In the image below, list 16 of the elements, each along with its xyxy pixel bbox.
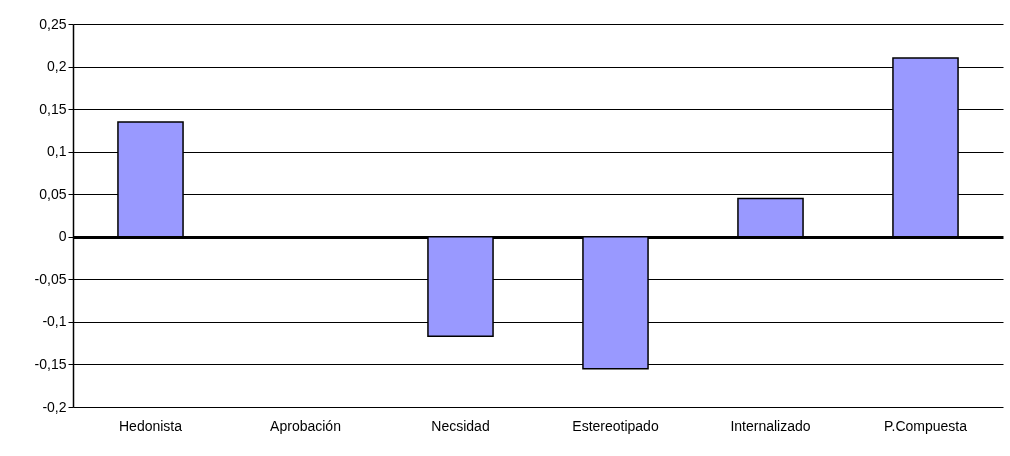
y-tick-label: -0,2	[42, 398, 67, 415]
x-tick-label: Aprobación	[270, 417, 341, 434]
y-tick-label: 0	[58, 228, 67, 245]
y-tick-label: 0,1	[47, 143, 67, 160]
x-tick-label: Internalizado	[730, 417, 811, 434]
y-tick-label: -0,15	[34, 355, 67, 372]
y-tick-label: 0,05	[39, 185, 67, 202]
y-tick-label: 0,15	[39, 100, 67, 117]
y-tick-label: 0,2	[47, 58, 67, 75]
y-tick-label: -0,1	[42, 313, 67, 330]
y-tick-label: 0,25	[39, 15, 67, 32]
x-tick-label: P.Compuesta	[883, 417, 968, 434]
x-tick-label: Estereotipado	[572, 417, 659, 434]
x-tick-label: Hedonista	[118, 417, 183, 434]
x-tick-label: Necsidad	[431, 417, 490, 434]
y-tick-label: -0,05	[34, 270, 67, 287]
